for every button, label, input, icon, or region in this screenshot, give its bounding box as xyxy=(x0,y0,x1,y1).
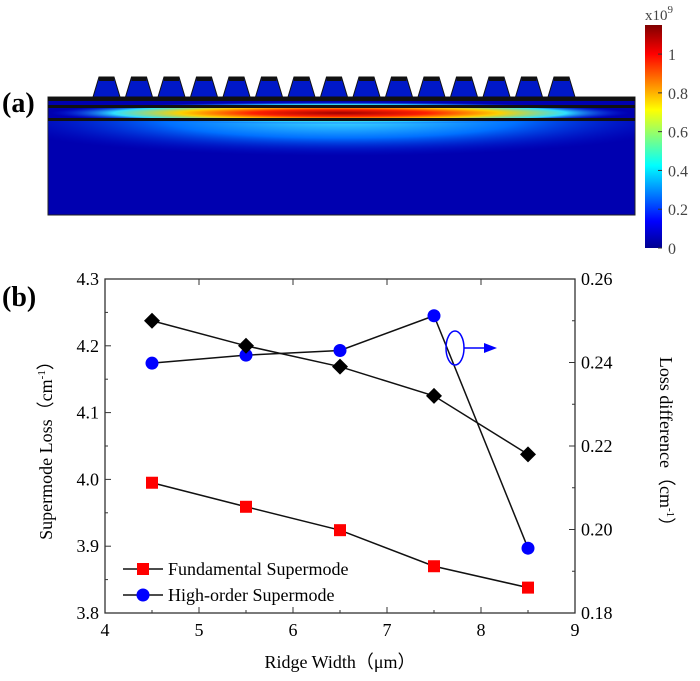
layer-upper xyxy=(48,105,635,108)
y-tick-label: 4.0 xyxy=(77,469,100,489)
colorbar-tick-label: 0 xyxy=(668,241,676,258)
arrow-right-icon xyxy=(484,343,497,353)
data-point-diamond xyxy=(144,312,160,329)
data-point-circle xyxy=(333,343,347,357)
ridges xyxy=(92,76,576,98)
mode-profile-image xyxy=(47,96,636,216)
data-point-square xyxy=(146,476,158,489)
data-point-diamond xyxy=(426,387,442,404)
y-tick-label: 3.8 xyxy=(77,603,100,623)
data-point-diamond xyxy=(520,446,536,463)
data-point-circle xyxy=(145,356,159,370)
ridge-cap xyxy=(521,77,537,81)
data-point-square xyxy=(240,500,252,513)
series-2 xyxy=(144,312,536,463)
x-tick-label: 5 xyxy=(195,620,204,640)
x-axis-label: Ridge Width（μm） xyxy=(264,652,415,672)
legend: Fundamental Supermode High-order Supermod… xyxy=(123,559,348,605)
annotation-ellipse xyxy=(445,330,465,366)
y-tick-label: 4.1 xyxy=(77,403,100,423)
colorbar-tick-label: 0.2 xyxy=(668,202,688,219)
top-layer xyxy=(48,97,635,101)
ridge-cap xyxy=(131,77,147,81)
ridge-cap xyxy=(196,77,212,81)
panel-a-label: (a) xyxy=(2,88,35,119)
colorbar-tick-label: 0.6 xyxy=(668,125,688,142)
ridge-cap xyxy=(489,77,504,81)
y-tick-label: 3.9 xyxy=(77,536,100,556)
colorbar xyxy=(645,25,662,248)
layer-lower xyxy=(48,118,635,121)
data-point-diamond xyxy=(332,358,348,375)
colorbar-tick-label: 0.4 xyxy=(668,163,688,180)
ridge-cap xyxy=(99,77,114,81)
legend-label: High-order Supermode xyxy=(168,585,334,605)
y-axis-label: Supermode Loss（cm-1） xyxy=(36,352,56,540)
panel-b-label: (b) xyxy=(2,282,36,313)
data-point-square xyxy=(334,524,346,537)
x-tick-label: 4 xyxy=(101,620,110,640)
series-1 xyxy=(145,309,535,555)
ridge-cap xyxy=(554,77,569,81)
legend-marker-square xyxy=(137,563,149,575)
data-point-diamond xyxy=(238,337,254,354)
ridge-cap xyxy=(261,77,277,81)
data-point-circle xyxy=(427,309,441,323)
ridge-cap xyxy=(294,77,309,81)
y2-tick-label: 0.24 xyxy=(581,353,613,373)
right-axis-annotation xyxy=(445,330,497,366)
ridge-cap xyxy=(359,77,374,81)
x-tick-label: 8 xyxy=(477,620,486,640)
colorbar-multiplier: x109 xyxy=(645,4,674,24)
colorbar-ticks: 0 0.2 0.4 0.6 0.8 1 xyxy=(658,47,688,258)
axes: 4 5 6 7 8 9 3.8 3.9 4.0 4.1 4.2 4.3 0.18 0.20 0.22 0.24… xyxy=(77,269,613,640)
legend-marker-circle xyxy=(136,588,150,602)
x-tick-label: 6 xyxy=(289,620,298,640)
ridge-cap xyxy=(456,77,472,81)
colorbar-tick-label: 1 xyxy=(668,47,676,64)
ridge-cap xyxy=(229,77,244,81)
ridge-cap xyxy=(391,77,407,81)
ridge-cap xyxy=(424,77,439,81)
data-point-square xyxy=(522,581,534,594)
ridge-cap xyxy=(326,77,342,81)
y-tick-label: 4.3 xyxy=(77,269,100,289)
y2-tick-label: 0.20 xyxy=(581,520,613,540)
y2-tick-label: 0.26 xyxy=(581,269,613,289)
y2-axis-label: Loss difference（cm-1） xyxy=(656,357,676,535)
ridge-cap xyxy=(164,77,179,81)
mode-tail xyxy=(48,120,635,180)
x-tick-label: 7 xyxy=(383,620,392,640)
y2-tick-label: 0.22 xyxy=(581,436,613,456)
y2-tick-label: 0.18 xyxy=(581,603,613,623)
data-point-circle xyxy=(239,348,253,362)
series-line xyxy=(151,320,529,455)
x-tick-label: 9 xyxy=(571,620,580,640)
series xyxy=(144,309,536,594)
data-point-circle xyxy=(521,541,535,555)
y-tick-label: 4.2 xyxy=(77,336,100,356)
data-point-square xyxy=(428,560,440,573)
series-0 xyxy=(146,476,534,594)
colorbar-tick-label: 0.8 xyxy=(668,86,688,103)
legend-label: Fundamental Supermode xyxy=(168,559,348,579)
